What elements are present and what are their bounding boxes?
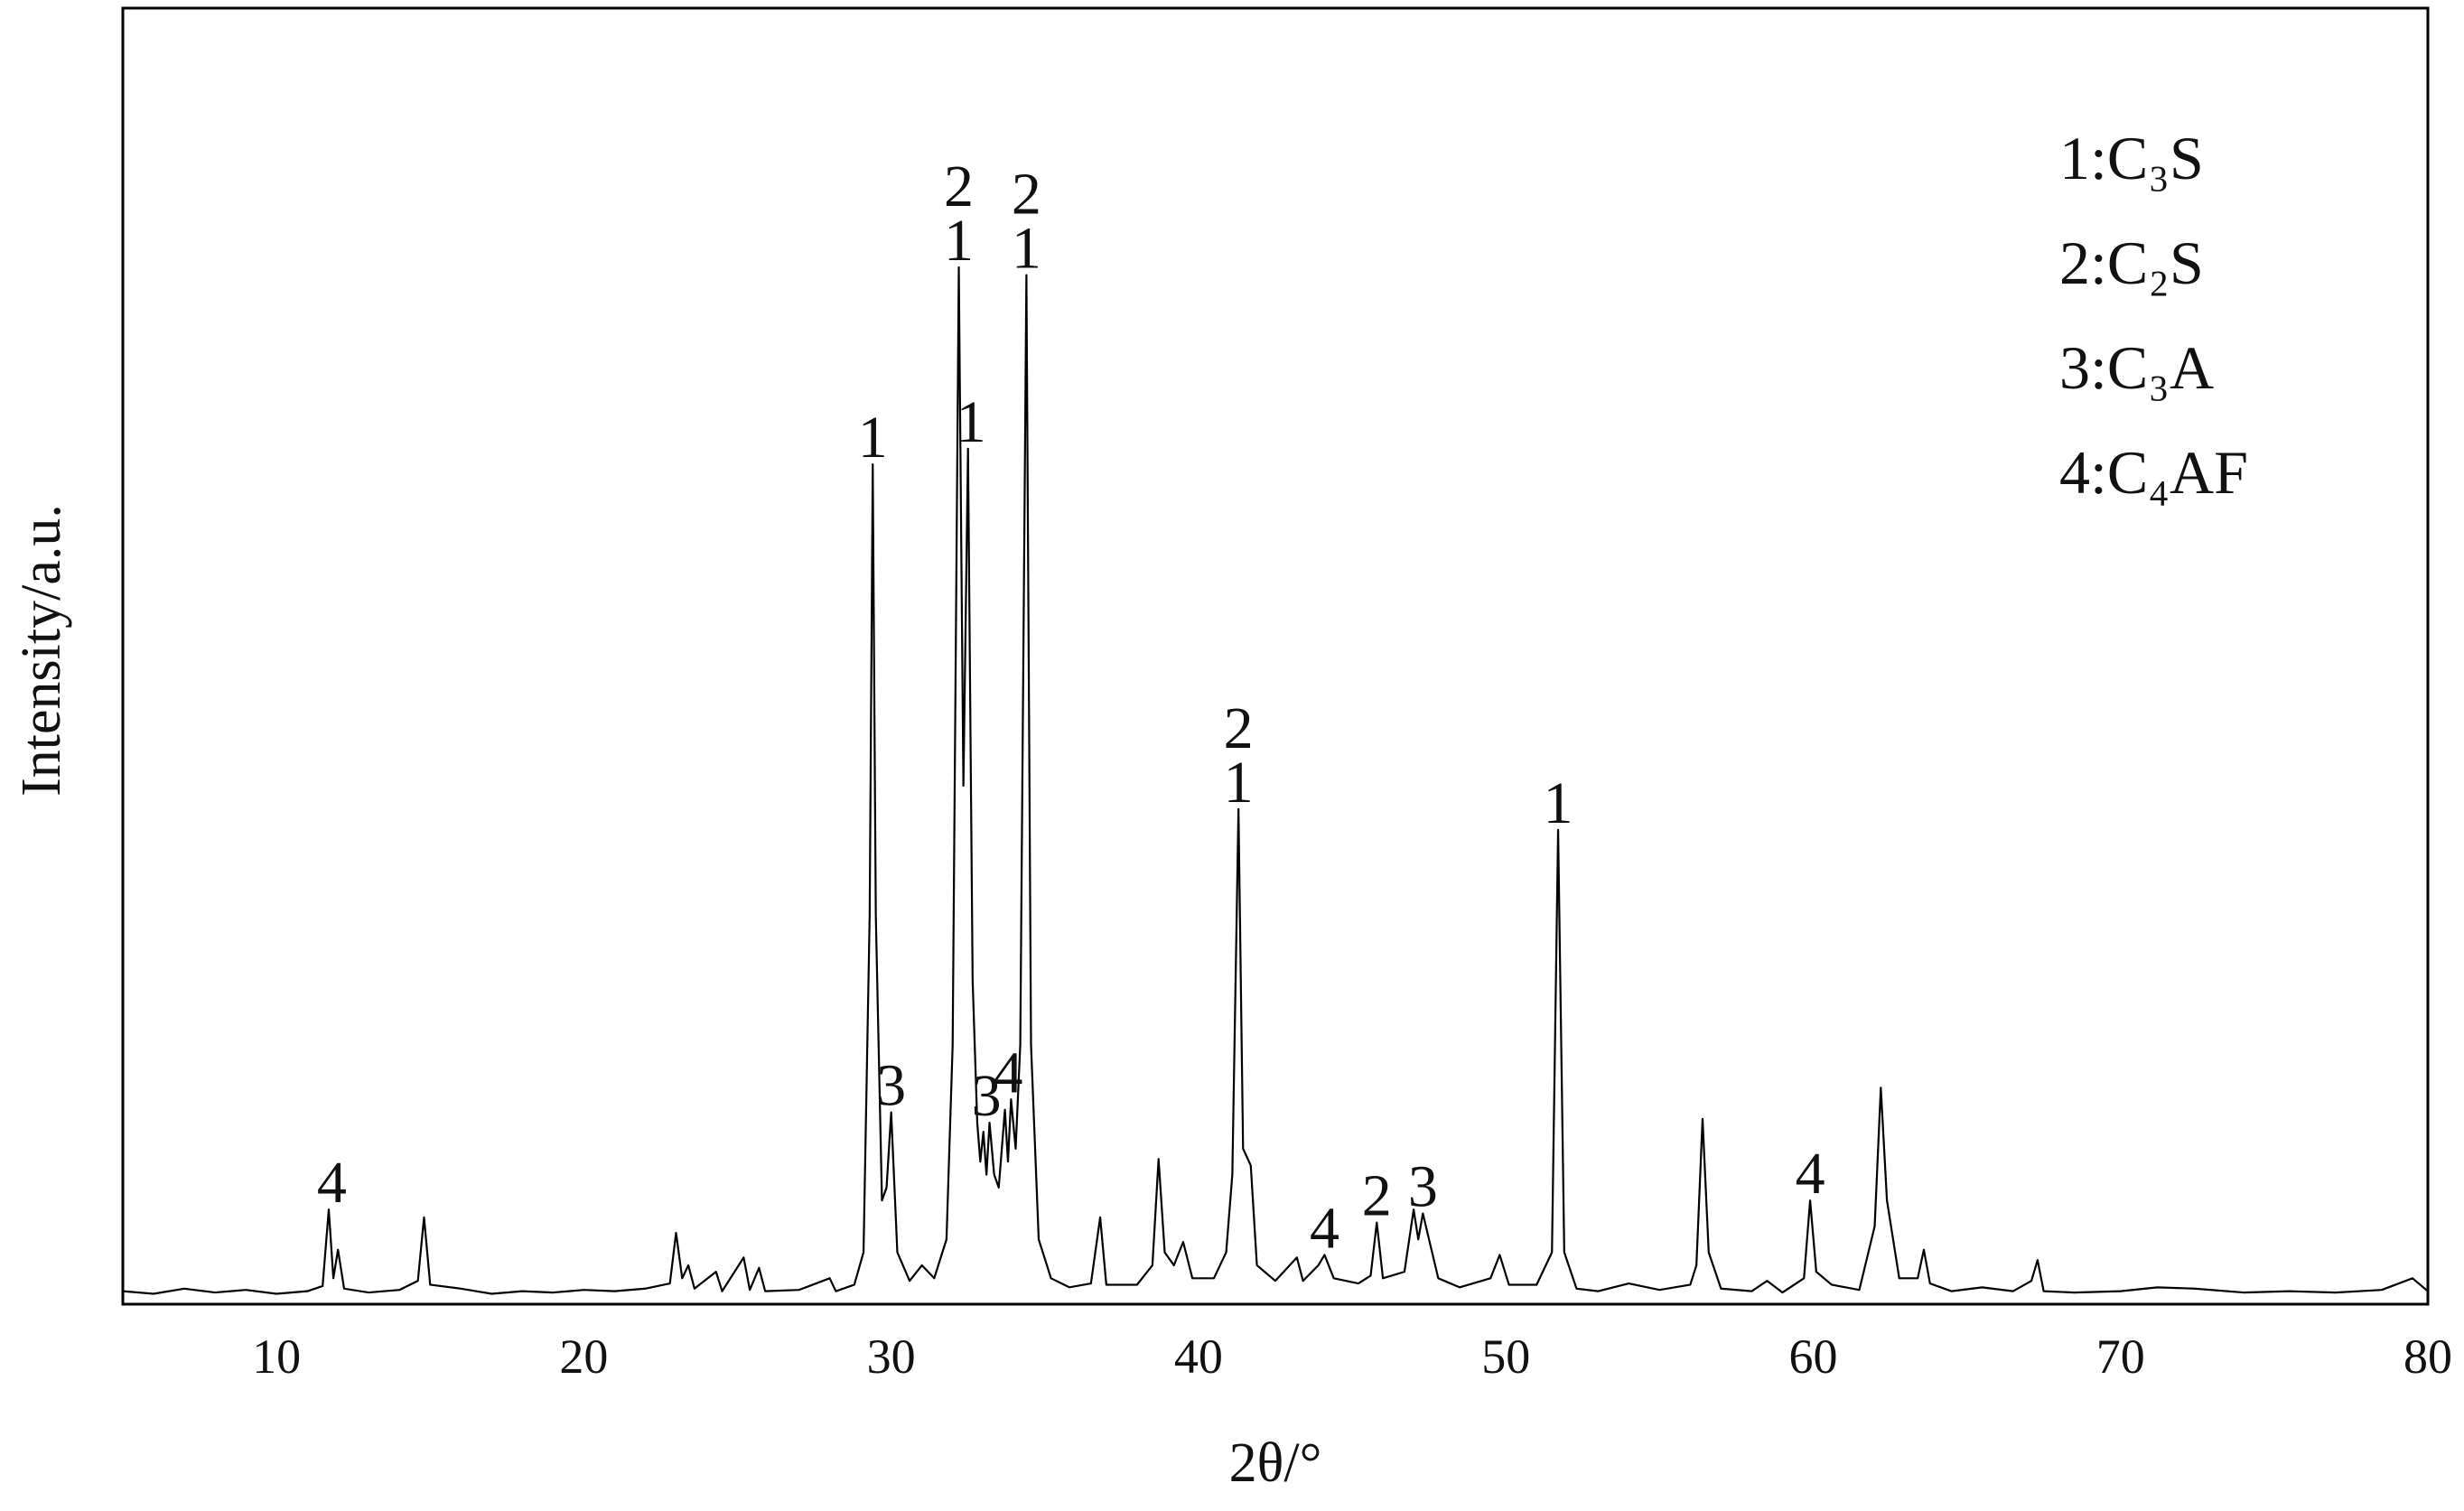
x-tick-label: 10	[252, 1329, 301, 1384]
x-tick-label: 40	[1174, 1329, 1223, 1384]
peak-label: 2	[944, 154, 974, 219]
peak-label: 1	[1224, 750, 1254, 816]
peak-label: 3	[972, 1063, 1002, 1129]
peak-label: 3	[876, 1053, 906, 1119]
peak-label: 1	[858, 405, 888, 471]
peak-label: 2	[1362, 1163, 1392, 1229]
x-tick-label: 30	[867, 1329, 916, 1384]
peak-label: 4	[317, 1150, 347, 1216]
peak-label: 4	[1796, 1141, 1825, 1207]
x-tick-label: 70	[2096, 1329, 2145, 1384]
x-tick-label: 20	[559, 1329, 608, 1384]
plot-frame	[121, 6, 2430, 1306]
peak-label: 4	[993, 1040, 1022, 1105]
peak-label: 1	[944, 208, 974, 274]
x-axis-label: 2θ/°	[1229, 1432, 1322, 1494]
peak-label: 1	[1544, 770, 1573, 836]
peak-label: 1	[1012, 216, 1041, 282]
x-tick-label: 60	[1788, 1329, 1837, 1384]
legend-entry: 4:C₄AF	[2059, 438, 2248, 507]
legend-entry: 1:C₃S	[2059, 124, 2204, 192]
y-axis-label: Intensity/a.u.	[11, 504, 72, 797]
peak-label: 2	[1012, 162, 1041, 228]
xrd-pattern	[122, 266, 2429, 1295]
legend-entry: 2:C₂S	[2059, 229, 2204, 297]
x-tick-label: 80	[2403, 1329, 2452, 1384]
peak-label: 3	[1408, 1154, 1438, 1220]
x-tick-label: 50	[1481, 1329, 1530, 1384]
peak-label: 1	[957, 389, 986, 455]
peak-label: 4	[1310, 1195, 1339, 1261]
legend-entry: 3:C₃A	[2059, 333, 2214, 402]
peak-label: 2	[1224, 695, 1254, 761]
